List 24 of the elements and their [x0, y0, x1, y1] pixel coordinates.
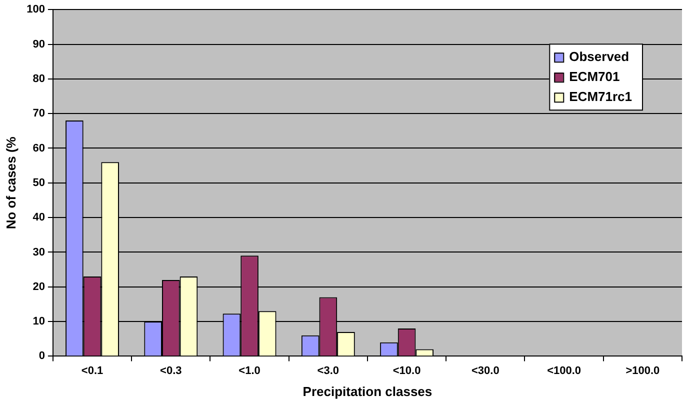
x-tick-label: <30.0 — [472, 364, 500, 377]
y-tick-label: 0 — [38, 350, 45, 362]
x-tick-label: <10.0 — [392, 364, 421, 377]
y-tick-label: 20 — [32, 280, 45, 293]
y-tick-label: 30 — [32, 246, 45, 258]
x-tick-label: >100.0 — [626, 364, 660, 377]
y-tick-label: 70 — [32, 108, 45, 120]
y-tick-label: 80 — [32, 72, 45, 85]
y-tick-label: 50 — [32, 176, 45, 189]
y-tick-label: 100 — [26, 4, 45, 16]
legend-label: Observed — [569, 49, 630, 64]
legend-label: ECM71rc1 — [569, 89, 632, 104]
y-tick-label: 90 — [32, 38, 45, 50]
y-axis-title: No of cases (% — [3, 136, 18, 230]
x-tick-label: <0.1 — [81, 364, 104, 377]
x-tick-label: <100.0 — [547, 364, 582, 377]
legend-label: ECM701 — [569, 69, 620, 84]
x-tick-label: <1.0 — [238, 364, 260, 377]
x-tick-label: <0.3 — [160, 364, 182, 377]
x-axis-title: Precipitation classes — [302, 384, 432, 399]
x-tick-label: <3.0 — [317, 364, 340, 377]
y-tick-label: 40 — [32, 212, 45, 224]
y-tick-label: 10 — [32, 316, 45, 328]
y-tick-label: 60 — [32, 142, 45, 154]
